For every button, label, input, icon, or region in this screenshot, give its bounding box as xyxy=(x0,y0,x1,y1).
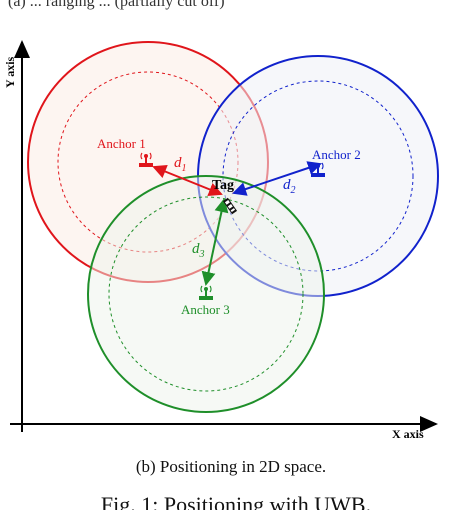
anchor-1-antenna-icon xyxy=(139,152,153,167)
anchor-3-label: Anchor 3 xyxy=(181,302,230,317)
distance-arrow-3 xyxy=(201,198,229,286)
subfigure-caption: (b) Positioning in 2D space. xyxy=(136,457,326,476)
tag-label: Tag xyxy=(212,178,234,193)
anchor-1-label: Anchor 1 xyxy=(97,136,146,151)
distance-arrow-1 xyxy=(152,164,223,197)
x-axis-label: X axis xyxy=(392,427,424,441)
distance-arrow-2 xyxy=(232,161,322,196)
top-cutoff-text: (a) ... ranging ... (partially cut off) xyxy=(8,0,225,10)
tag-device-icon xyxy=(222,197,238,215)
distance-label-2: d2 xyxy=(283,177,296,196)
distance-label-3: d3 xyxy=(192,241,205,260)
anchor-3-antenna-icon xyxy=(199,285,213,300)
figure-caption: Fig. 1: Positioning with UWB. xyxy=(101,492,371,510)
anchor-2-antenna-icon xyxy=(311,162,325,177)
y-axis-label: Y axis xyxy=(3,56,17,88)
anchor-2-label: Anchor 2 xyxy=(312,147,361,162)
distance-label-1: d1 xyxy=(174,155,187,174)
